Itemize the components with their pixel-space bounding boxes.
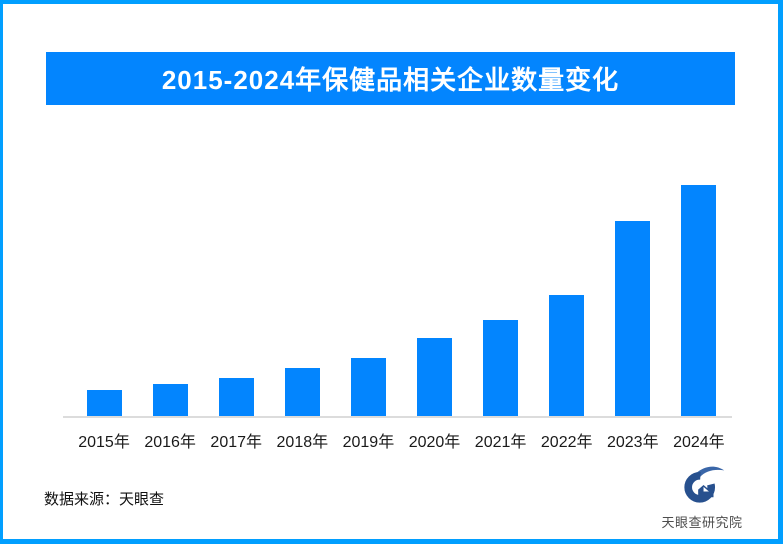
bar-2018年 bbox=[284, 368, 320, 416]
x-axis-label: 2016年 bbox=[144, 434, 196, 451]
bar-column bbox=[401, 338, 467, 416]
x-axis: 2015年 2016年 2017年 2018年 2019年 2020年 2021年 2022年… bbox=[63, 428, 732, 452]
chart-title-banner: 2015-2024年保健品相关企业数量变化 bbox=[46, 52, 735, 105]
x-axis-label: 2015年 bbox=[78, 434, 130, 451]
x-axis-label: 2024年 bbox=[673, 434, 725, 451]
bar-column bbox=[600, 221, 666, 416]
tianyancha-research-logo: 天眼查研究院 bbox=[649, 464, 755, 531]
bar-column bbox=[468, 320, 534, 416]
bar-2017年 bbox=[218, 378, 254, 416]
data-source-label: 数据来源：天眼查 bbox=[44, 491, 165, 508]
tianyancha-logo-text: 天眼查研究院 bbox=[661, 515, 743, 530]
bar-2022年 bbox=[549, 295, 585, 416]
bar-chart: 2015年 2016年 2017年 2018年 2019年 2020年 2021年 2022年… bbox=[63, 180, 732, 452]
x-axis-label: 2019年 bbox=[342, 434, 395, 451]
bar-column bbox=[335, 358, 401, 416]
bar-2021年 bbox=[483, 320, 519, 416]
bar-2020年 bbox=[417, 338, 453, 416]
x-axis-label: 2020年 bbox=[408, 434, 461, 451]
bar-column bbox=[534, 295, 600, 416]
x-axis-label: 2017年 bbox=[210, 434, 263, 451]
bar-2019年 bbox=[350, 358, 386, 416]
bar-2023年 bbox=[615, 221, 651, 416]
bar-chart-plot-area bbox=[63, 180, 732, 418]
x-axis-label: 2023年 bbox=[606, 434, 659, 451]
bar-column bbox=[71, 390, 137, 416]
bar-column bbox=[137, 384, 203, 416]
bar-2024年 bbox=[681, 185, 717, 416]
bar-column bbox=[269, 368, 335, 416]
x-axis-label: 2022年 bbox=[540, 434, 593, 451]
bar-column bbox=[203, 378, 269, 416]
x-axis-label: 2021年 bbox=[474, 434, 527, 451]
tianyancha-eye-icon bbox=[684, 466, 725, 503]
bar-column bbox=[666, 185, 732, 416]
bar-2015年 bbox=[86, 390, 122, 416]
chart-title: 2015-2024年保健品相关企业数量变化 bbox=[161, 65, 620, 95]
bar-2016年 bbox=[152, 384, 188, 416]
x-axis-label: 2018年 bbox=[276, 434, 329, 451]
